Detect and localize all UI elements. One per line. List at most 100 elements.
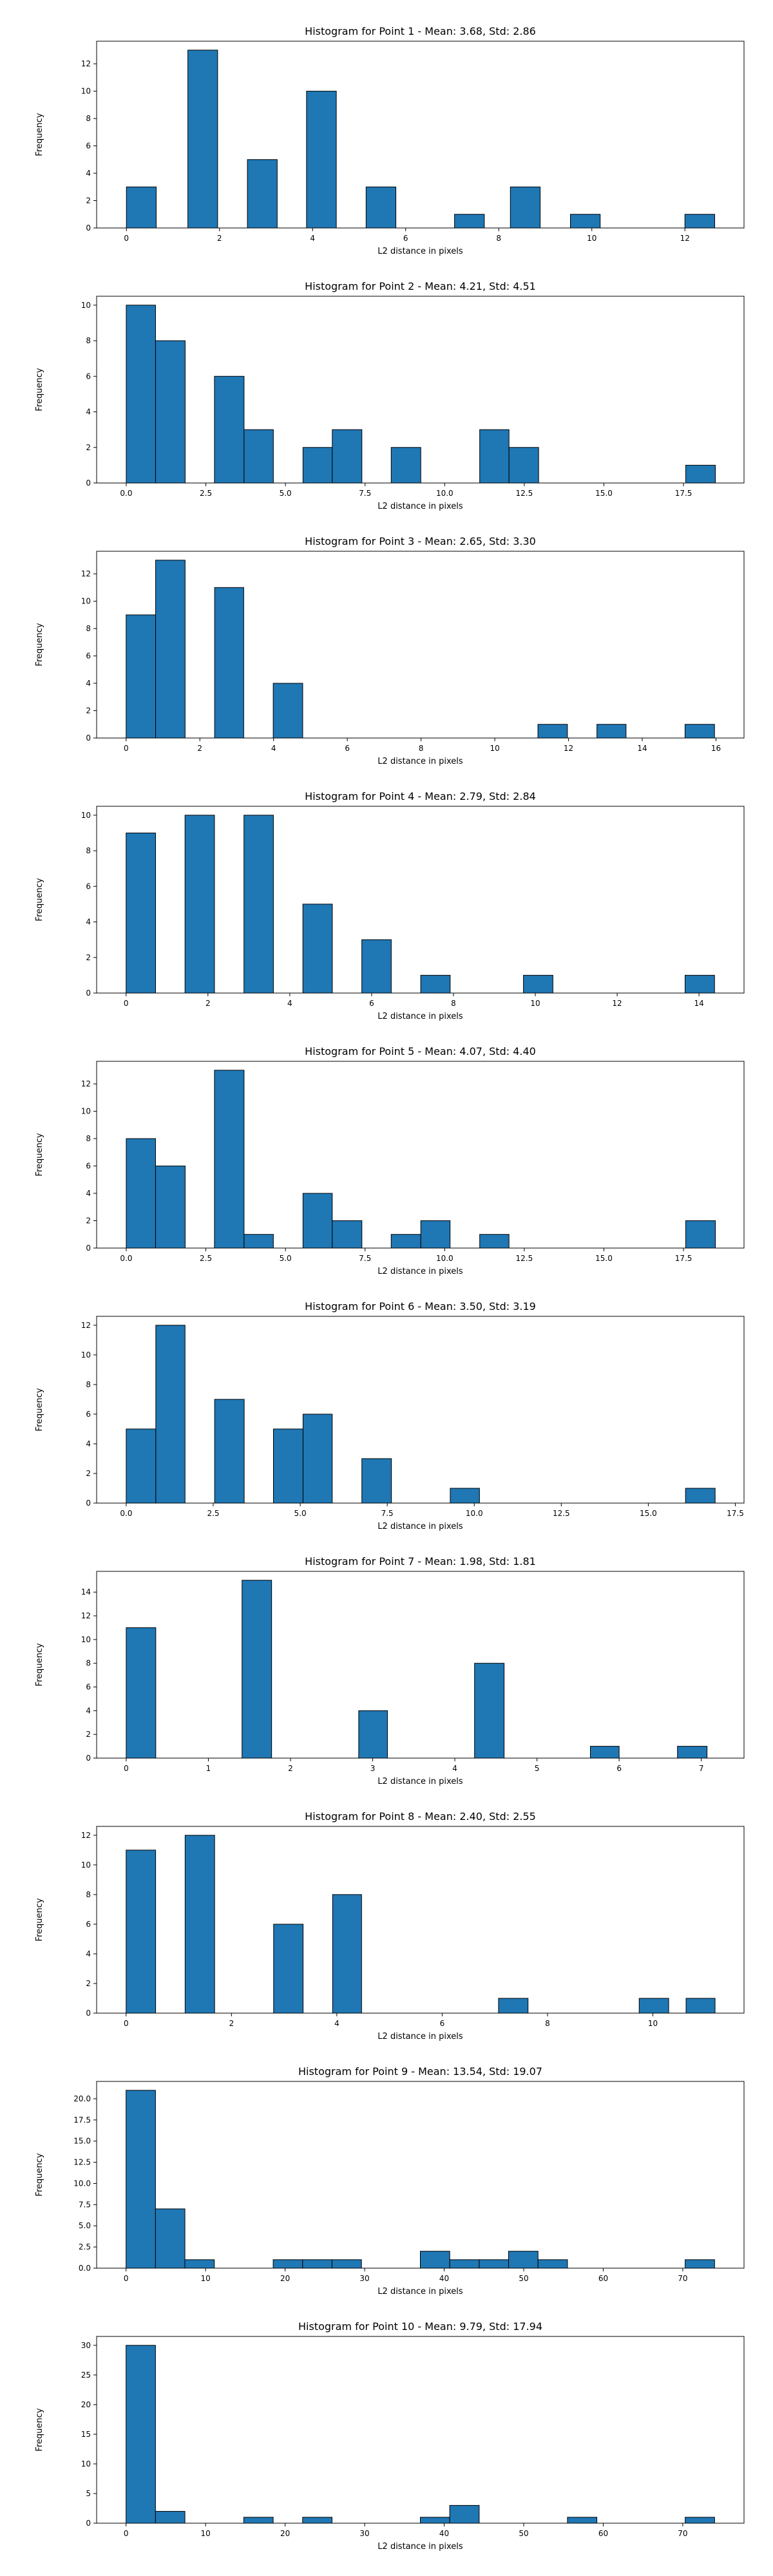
histogram-bar (685, 1220, 716, 1249)
histogram-bar (420, 974, 451, 994)
histogram-bar (420, 1220, 451, 1249)
chart-title: Histogram for Point 5 - Mean: 4.07, Std:… (305, 1045, 536, 1057)
histogram-bar (638, 1998, 669, 2014)
y-tick-label: 12 (81, 1079, 91, 1088)
y-tick-label: 2 (86, 1469, 91, 1478)
x-tick-label: 12 (680, 234, 690, 243)
y-tick-label: 12 (81, 1611, 91, 1620)
x-tick-label: 0 (124, 2529, 129, 2538)
y-tick-label: 7.5 (79, 2200, 91, 2209)
chart-title: Histogram for Point 9 - Mean: 13.54, Std… (298, 2065, 542, 2078)
y-tick-label: 20 (81, 2400, 91, 2409)
x-axis-label: L2 distance in pixels (377, 1777, 463, 1786)
chart-title: Histogram for Point 7 - Mean: 1.98, Std:… (305, 1555, 536, 1567)
y-tick-label: 10 (81, 1861, 91, 1870)
y-tick-label: 8 (86, 846, 91, 855)
histogram-bar (508, 447, 539, 484)
x-tick-label: 0 (124, 234, 129, 243)
histogram-bar (331, 2259, 362, 2269)
histogram-bar (332, 1894, 362, 2014)
histogram-bar (126, 1138, 156, 1249)
histogram-bar (685, 464, 716, 484)
histogram-bar (126, 832, 156, 994)
y-tick-label: 8 (86, 1380, 91, 1389)
x-tick-label: 17.5 (727, 1509, 744, 1518)
x-tick-label: 12 (564, 744, 573, 753)
y-tick-label: 2 (86, 196, 91, 205)
histogram-bar (126, 305, 156, 484)
x-tick-label: 0.0 (120, 1254, 132, 1263)
x-tick-label: 12.5 (516, 489, 533, 498)
x-tick-label: 10.0 (436, 489, 453, 498)
chart-title: Histogram for Point 8 - Mean: 2.40, Std:… (305, 1810, 536, 1823)
histogram-bar (685, 1488, 716, 1504)
x-tick-label: 40 (439, 2529, 449, 2538)
x-tick-label: 10.0 (466, 1509, 483, 1518)
x-tick-label: 6 (345, 744, 350, 753)
y-tick-label: 15 (81, 2430, 91, 2439)
y-tick-label: 14 (81, 1587, 91, 1596)
histogram-bar (479, 429, 510, 484)
y-tick-label: 4 (86, 1706, 91, 1715)
x-tick-label: 0 (124, 1764, 129, 1773)
histogram-bar (126, 186, 157, 229)
histogram-bar (365, 186, 397, 229)
chart-title: Histogram for Point 2 - Mean: 4.21, Std:… (305, 280, 536, 292)
x-tick-label: 12.5 (516, 1254, 533, 1263)
y-axis-label: Frequency (35, 2408, 44, 2451)
y-tick-label: 12 (81, 59, 91, 68)
x-tick-label: 2 (217, 234, 222, 243)
y-tick-label: 4 (86, 918, 91, 927)
x-tick-label: 8 (419, 744, 424, 753)
y-axis-label: Frequency (35, 1643, 44, 1686)
x-tick-label: 10 (648, 2019, 658, 2028)
x-axis-label: L2 distance in pixels (377, 2542, 463, 2552)
histogram-bar (155, 2208, 186, 2269)
y-axis-label: Frequency (35, 368, 44, 411)
histogram-bar (126, 2345, 156, 2524)
x-axis-label: L2 distance in pixels (377, 2287, 463, 2297)
y-tick-label: 12 (81, 569, 91, 578)
y-tick-label: 4 (86, 408, 91, 417)
histogram-bar (126, 1428, 157, 1504)
x-tick-label: 70 (678, 2529, 687, 2538)
x-tick-label: 5.0 (280, 489, 292, 498)
x-tick-label: 4 (334, 2019, 339, 2028)
histogram-bar (302, 1193, 333, 1249)
histogram-bar (187, 50, 218, 229)
x-tick-label: 60 (598, 2529, 608, 2538)
histogram-bar (302, 2517, 332, 2524)
x-axis-label: L2 distance in pixels (377, 502, 463, 511)
y-tick-label: 2 (86, 1979, 91, 1988)
y-tick-label: 6 (86, 1683, 91, 1692)
x-tick-label: 60 (598, 2274, 608, 2283)
y-axis-label: Frequency (35, 623, 44, 666)
histogram-bar (358, 1710, 388, 1759)
y-tick-label: 4 (86, 1949, 91, 1958)
histogram-bar (361, 939, 392, 994)
y-axis-label: Frequency (35, 1388, 44, 1431)
axes-frame (96, 296, 745, 484)
histogram-bar (677, 1746, 708, 1759)
histogram-bar (685, 974, 715, 994)
x-tick-label: 8 (451, 999, 456, 1008)
histogram-bar (247, 159, 278, 229)
x-tick-label: 17.5 (675, 1254, 692, 1263)
histogram-bar (243, 429, 274, 484)
x-tick-label: 10 (530, 999, 540, 1008)
y-tick-label: 20.0 (73, 2094, 91, 2103)
y-tick-label: 17.5 (73, 2116, 91, 2125)
histogram-bar (214, 1070, 245, 1249)
x-tick-label: 0.0 (120, 1509, 132, 1518)
histogram-bar (567, 2517, 598, 2524)
histogram-bar (302, 904, 333, 994)
y-tick-label: 2 (86, 953, 91, 962)
y-tick-label: 8 (86, 336, 91, 345)
histogram-bar (243, 815, 274, 994)
histogram-bar (155, 340, 186, 484)
histogram-bar (272, 2259, 303, 2269)
histogram-bar (184, 1835, 215, 2014)
x-tick-label: 3 (370, 1764, 376, 1773)
histogram-bar (537, 724, 568, 739)
